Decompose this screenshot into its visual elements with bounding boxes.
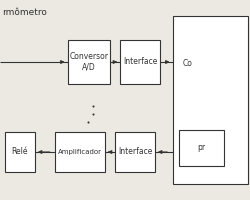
Bar	[115, 132, 155, 172]
Text: Interface: Interface	[123, 58, 157, 66]
Text: rmômetro: rmômetro	[2, 8, 48, 17]
Bar	[172, 16, 248, 184]
Text: pr: pr	[197, 144, 205, 152]
Bar	[55, 132, 105, 172]
Text: Conversor
A/D: Conversor A/D	[69, 52, 108, 72]
Bar	[5, 132, 35, 172]
Bar	[179, 130, 224, 166]
Bar	[120, 40, 160, 84]
Text: Amplificador: Amplificador	[58, 149, 102, 155]
Text: Co: Co	[182, 60, 192, 68]
Text: Relé: Relé	[12, 147, 28, 156]
Bar	[68, 40, 110, 84]
Text: Interface: Interface	[118, 147, 152, 156]
